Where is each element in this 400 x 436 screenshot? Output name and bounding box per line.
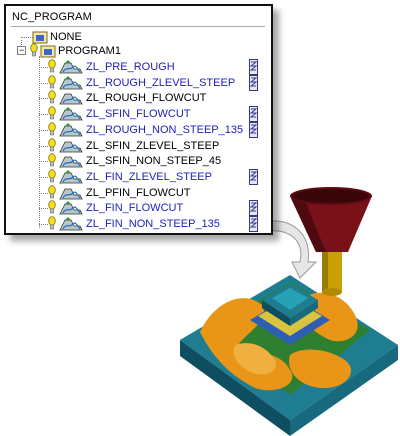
toolpath-generated-icon [249,74,258,91]
operation-icon [59,156,83,168]
toolpath-generated-icon [249,106,258,123]
operation-row[interactable]: ZL_SFIN_FLOWCUT [48,106,191,122]
operation-row[interactable]: ZL_SFIN_ZLEVEL_STEEP [48,137,220,154]
operation-label: ZL_FIN_ZLEVEL_STEEP [86,170,212,183]
operation-label: ZL_SFIN_NON_STEEP_45 [86,155,222,168]
lightbulb-icon [48,153,56,167]
lightbulb-icon [48,122,56,136]
tree-line [39,67,48,68]
operation-icon [59,201,83,215]
operation-icon [59,122,83,137]
panel-title: NC_PROGRAM [12,11,92,23]
lightbulb-icon [30,43,38,57]
tree-line [39,161,48,163]
tree-line [21,37,33,38]
operation-label: ZL_ROUGH_ZLEVEL_STEEP [86,76,236,89]
operation-icon [59,107,83,121]
collapse-toggle-icon[interactable]: − [17,45,26,55]
lightbulb-icon [48,216,56,230]
tree-line [39,98,48,100]
part-model [180,275,398,436]
operation-label: ZL_SFIN_FLOWCUT [86,108,191,121]
operation-icon [59,93,83,105]
lightbulb-icon [48,90,56,104]
tree-line [39,192,48,194]
operation-row[interactable]: ZL_ROUGH_FLOWCUT [48,90,206,106]
tree-line [39,224,48,225]
lightbulb-icon [48,200,56,214]
tree-node-label: NONE [50,31,82,43]
operation-row[interactable]: ZL_SFIN_NON_STEEP_45 [48,153,221,169]
lightbulb-icon [48,74,56,88]
operation-icon [59,75,83,90]
program-folder-icon [40,45,56,58]
tree-line [39,145,48,147]
operation-navigator-panel: NC_PROGRAM NONE − PROGRAM1 ZL_PRE_ROUGH Z… [4,4,273,235]
tree-node-none[interactable]: NONE [32,29,82,45]
operation-row[interactable]: ZL_PFIN_FLOWCUT [48,184,191,201]
operation-label: ZL_FIN_NON_STEEP_135 [86,218,220,230]
toolpath-generated-icon [249,121,258,138]
operation-label: ZL_PFIN_FLOWCUT [86,186,191,199]
title-divider [11,26,265,27]
program-folder-icon [32,31,48,44]
operation-row[interactable]: ZL_PRE_ROUGH [48,59,175,75]
operation-label: ZL_ROUGH_NON_STEEP_135 [86,123,244,136]
operation-label: ZL_ROUGH_FLOWCUT [86,92,207,105]
lightbulb-icon [48,184,56,198]
operation-icon [59,169,83,184]
operation-label: ZL_PRE_ROUGH [86,61,175,73]
operation-row[interactable]: ZL_ROUGH_ZLEVEL_STEEP [48,74,236,91]
lightbulb-icon [48,169,56,183]
tree-line [39,129,48,131]
operation-row[interactable]: ZL_FIN_ZLEVEL_STEEP [48,169,212,185]
tree-node-program1[interactable]: PROGRAM1 [30,43,121,59]
operation-row[interactable]: ZL_FIN_FLOWCUT [48,200,183,216]
lightbulb-icon [48,106,56,120]
cutting-tool [290,187,372,296]
operation-row[interactable]: ZL_FIN_NON_STEEP_135 [48,216,220,232]
tree-node-label: PROGRAM1 [58,45,121,57]
operation-icon [59,217,83,231]
lightbulb-icon [48,59,56,73]
toolpath-generated-icon [249,168,258,185]
lightbulb-icon [48,137,56,151]
operation-label: ZL_FIN_FLOWCUT [86,202,184,215]
toolpath-generated-icon [249,216,258,232]
operation-label: ZL_SFIN_ZLEVEL_STEEP [86,139,220,152]
tree-line [39,176,48,178]
tree-line [39,82,48,84]
tree-line [39,114,48,116]
toolpath-generated-icon [249,59,258,75]
operation-icon [59,141,83,152]
operation-icon [59,60,83,74]
tree-line [39,56,40,228]
toolpath-generated-icon [249,200,258,217]
tree-line [39,208,48,210]
operation-icon [59,188,83,199]
operation-row[interactable]: ZL_ROUGH_NON_STEEP_135 [48,122,243,138]
